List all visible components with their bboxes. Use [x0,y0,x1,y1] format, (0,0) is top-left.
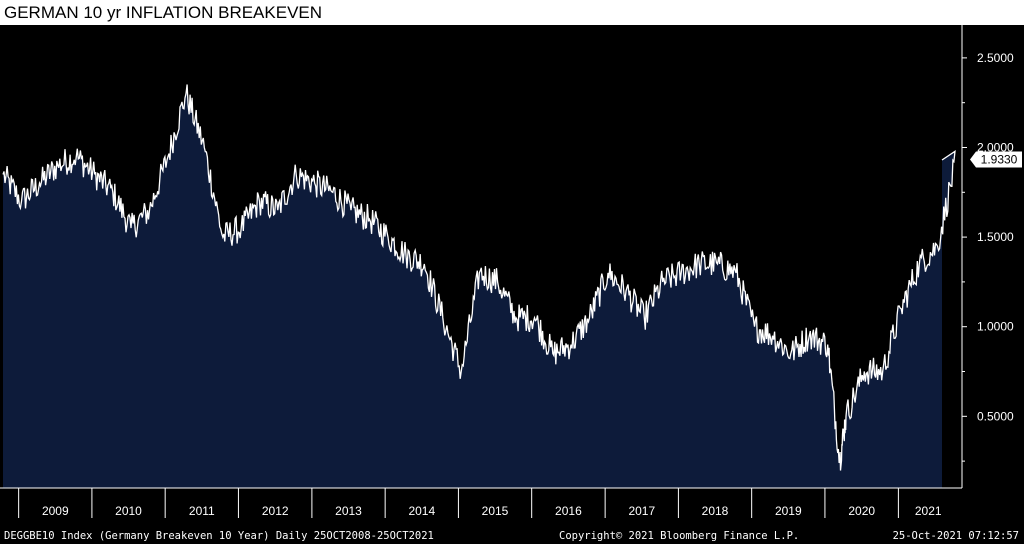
x-tick-label: 2016 [555,504,582,518]
x-axis: 2009 2010 2011 2012 2013 2014 2015 2016 2017 2018… [0,487,962,518]
y-tick-label: 1.0000 [977,320,1014,334]
x-tick-label: 2021 [915,504,942,518]
y-tick-label: 0.5000 [977,409,1014,423]
x-tick-label: 2010 [115,504,142,518]
footer-copyright: Copyright© 2021 Bloomberg Finance L.P. [559,530,799,542]
footer-timestamp: 25-Oct-2021 07:12:57 [893,530,1019,542]
x-tick-label: 2018 [702,504,729,518]
last-value-marker: 1.9330 [970,151,1022,168]
y-axis: 0.5000 1.0000 1.5000 2.0000 2.5000 [961,25,1014,488]
last-value-tag [970,151,1022,168]
footer-source: DEGGBE10 Index (Germany Breakeven 10 Yea… [4,530,434,542]
x-tick-label: 2020 [848,504,875,518]
x-tick-label: 2009 [42,504,69,518]
y-tick-label: 1.5000 [977,230,1014,244]
x-tick-label: 2013 [335,504,362,518]
x-tick-label: 2017 [628,504,655,518]
chart-frame: 0.5000 1.0000 1.5000 2.0000 2.5000 2009 2010 2… [0,25,1024,544]
last-value-label: 1.9330 [981,152,1018,166]
footer: DEGGBE10 Index (Germany Breakeven 10 Yea… [4,530,1019,542]
x-tick-label: 2012 [262,504,289,518]
x-tick-label: 2015 [482,504,509,518]
x-tick-label: 2019 [775,504,802,518]
x-tick-label: 2014 [408,504,435,518]
chart-title: GERMAN 10 yr INFLATION BREAKEVEN [4,3,323,22]
y-tick-label: 2.5000 [977,51,1014,65]
x-tick-label: 2011 [189,504,215,518]
series-line [2,84,956,471]
y-tick-label: 2.0000 [977,140,1014,154]
